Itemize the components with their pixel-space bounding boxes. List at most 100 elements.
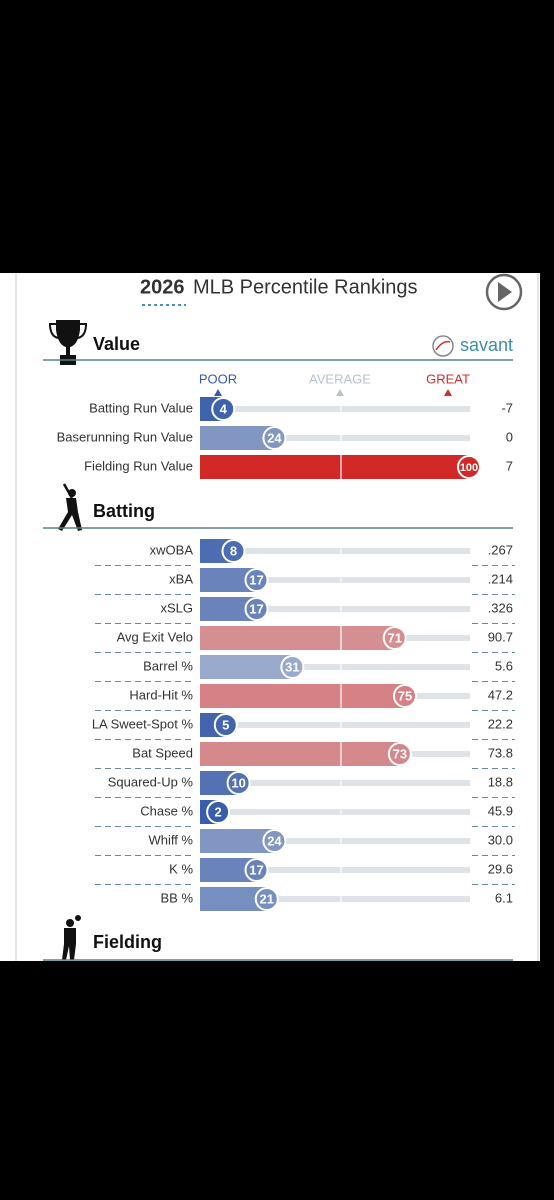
percentile-dot (254, 887, 279, 911)
stat-value: 45.9 (488, 803, 513, 818)
row-label: Batting Run Value (89, 400, 193, 415)
row-label: Avg Exit Velo (117, 629, 193, 644)
percentile-bar (200, 626, 395, 650)
stat-value: .214 (488, 571, 513, 586)
track (200, 406, 470, 412)
percentile-dot (221, 539, 246, 563)
track (200, 780, 470, 786)
percentile-bar (200, 655, 293, 679)
row-label: Bat Speed (132, 745, 193, 760)
row-label: LA Sweet-Spot % (92, 716, 194, 731)
stat-value: 73.8 (488, 745, 513, 760)
percentile-bar (200, 742, 400, 766)
row-label: Baserunning Run Value (57, 429, 193, 444)
stat-value: 6.1 (495, 890, 513, 905)
track (200, 664, 470, 670)
scale-label: POOR (199, 371, 237, 386)
percentile-label: 10 (231, 775, 245, 790)
percentile-label: 73 (393, 746, 407, 761)
stat-value: .267 (488, 542, 513, 557)
row-label: xSLG (160, 600, 193, 615)
percentile-bar (200, 829, 275, 853)
percentile-label: 17 (249, 572, 263, 587)
scale-marker (444, 389, 452, 396)
percentile-label: 100 (460, 462, 478, 474)
percentile-label: 4 (220, 401, 228, 416)
row-label: Chase % (140, 803, 193, 818)
section-title: Value (93, 334, 140, 354)
row-label: Barrel % (143, 658, 193, 673)
percentile-dot (457, 455, 481, 479)
track (200, 896, 470, 902)
section-title: Batting (93, 501, 155, 521)
scale-label: AVERAGE (309, 371, 371, 386)
savant-logo (432, 335, 454, 357)
track (200, 867, 470, 873)
percentile-dot (244, 597, 269, 621)
stat-value: 7 (506, 458, 513, 473)
percentile-dot (211, 397, 236, 421)
stat-value: .326 (488, 600, 513, 615)
title: MLB Percentile Rankings (193, 276, 418, 298)
stat-value: -7 (501, 400, 513, 415)
row-label: K % (169, 861, 193, 876)
stat-value: 29.6 (488, 861, 513, 876)
percentile-bar (200, 455, 469, 479)
row-label: Hard-Hit % (129, 687, 193, 702)
track (200, 577, 470, 583)
brand: savant (460, 335, 513, 355)
scale-label: GREAT (426, 371, 470, 386)
play-button[interactable] (485, 273, 523, 311)
percentile-label: 21 (260, 891, 274, 906)
fielder-icon (62, 915, 81, 960)
stat-value: 90.7 (488, 629, 513, 644)
percentile-dot (382, 626, 407, 650)
percentile-label: 5 (222, 717, 229, 732)
percentile-dot (262, 426, 287, 450)
trophy-icon (48, 320, 88, 365)
track (200, 722, 470, 728)
percentile-dot (387, 742, 412, 766)
stat-value: 5.6 (495, 658, 513, 673)
percentile-label: 24 (267, 833, 282, 848)
track (200, 838, 470, 844)
percentile-dot (393, 684, 417, 708)
percentile-label: 71 (388, 630, 402, 645)
stat-value: 30.0 (488, 832, 513, 847)
section-title: Fielding (93, 932, 162, 952)
percentile-dot (244, 568, 269, 592)
stat-value: 22.2 (488, 716, 513, 731)
percentile-label: 75 (398, 688, 412, 703)
stat-value: 47.2 (488, 687, 513, 702)
batter-icon (58, 483, 82, 531)
scale-marker (336, 389, 344, 396)
track (200, 548, 470, 554)
percentile-label: 24 (267, 430, 282, 445)
row-label: BB % (160, 890, 193, 905)
percentile-label: 17 (249, 601, 263, 616)
row-label: Squared-Up % (108, 774, 194, 789)
percentile-label: 31 (285, 659, 299, 674)
percentile-dot (262, 829, 287, 853)
percentile-dot (244, 858, 269, 882)
scale-marker (214, 389, 222, 396)
percentile-dot (280, 655, 305, 679)
row-label: xwOBA (150, 542, 194, 557)
track (200, 435, 470, 441)
percentile-dot (213, 713, 238, 737)
stat-value: 18.8 (488, 774, 513, 789)
percentile-label: 17 (249, 862, 263, 877)
row-label: xBA (169, 571, 193, 586)
percentile-label: 2 (215, 804, 222, 819)
percentile-dot (206, 800, 231, 824)
percentile-dot (226, 771, 251, 795)
track (200, 809, 470, 815)
row-label: Whiff % (148, 832, 193, 847)
percentile-bar (200, 684, 405, 708)
percentile-label: 8 (230, 543, 237, 558)
title-year: 2026 (140, 276, 185, 298)
stat-value: 0 (506, 429, 513, 444)
row-label: Fielding Run Value (84, 458, 193, 473)
